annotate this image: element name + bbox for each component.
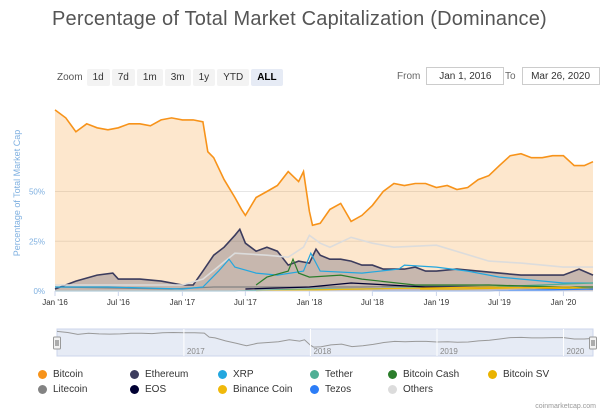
navigator-handle-right[interactable] — [589, 336, 597, 350]
chart-title: Percentage of Total Market Capitalizatio… — [52, 8, 547, 30]
legend-label: XRP — [233, 369, 254, 380]
legend-marker-icon — [218, 385, 227, 394]
legend-label: Bitcoin SV — [503, 369, 550, 380]
series-line-binance-coin[interactable] — [256, 286, 594, 292]
legend-item-tezos[interactable]: Tezos — [310, 384, 351, 395]
zoom-button-ytd[interactable]: YTD — [217, 69, 250, 86]
legend-item-others[interactable]: Others — [388, 384, 433, 395]
to-label: To — [505, 70, 516, 82]
credit-text: coinmarketcap.com — [535, 403, 596, 410]
legend-marker-icon — [130, 385, 139, 394]
x-tick-label: Jul '18 — [361, 298, 384, 307]
legend-marker-icon — [488, 370, 497, 379]
legend-label: Bitcoin — [53, 369, 84, 380]
legend-item-ethereum[interactable]: Ethereum — [130, 369, 188, 380]
legend-item-litecoin[interactable]: Litecoin — [38, 384, 87, 395]
y-axis-label: Percentage of Total Market Cap — [12, 130, 22, 256]
legend-marker-icon — [38, 370, 47, 379]
from-label: From — [397, 70, 421, 82]
y-tick-label: 0% — [33, 287, 45, 296]
series-area-bitcoin — [55, 109, 593, 292]
x-tick-label: Jan '16 — [42, 298, 68, 307]
legend-marker-icon — [130, 370, 139, 379]
y-tick-label: 25% — [29, 237, 45, 246]
range-to: To — [505, 67, 600, 85]
navigator-label: 2018 — [313, 347, 331, 356]
series-area-ethereum — [55, 229, 593, 291]
legend-item-bitcoin-sv[interactable]: Bitcoin SV — [488, 369, 549, 380]
x-tick-label: Jan '18 — [297, 298, 323, 307]
legend-label: Binance Coin — [233, 384, 293, 395]
zoom-label: Zoom — [57, 72, 83, 83]
navigator-series — [56, 330, 594, 348]
navigator-handle-left[interactable] — [53, 336, 61, 350]
zoom-button-1m[interactable]: 1m — [136, 69, 163, 86]
series-line-bitcoin[interactable] — [54, 109, 594, 227]
x-tick-label: Jul '19 — [488, 298, 511, 307]
legend-label: Others — [403, 384, 434, 395]
legend-marker-icon — [310, 370, 319, 379]
to-date-input[interactable] — [521, 67, 600, 85]
filled-series — [54, 109, 594, 292]
legend-label: Litecoin — [53, 384, 88, 395]
zoom-bar: Zoom 1d 7d 1m 3m 1y YTD ALL — [57, 69, 285, 86]
x-axis: Jan '16 Jul '16 Jan '17 Jul '17 Jan '18 Jul '… — [42, 290, 593, 307]
x-tick-label: Jul '16 — [107, 298, 130, 307]
series-line-bitcoin-cash[interactable] — [255, 257, 593, 288]
legend-marker-icon — [388, 385, 397, 394]
zoom-button-1d[interactable]: 1d — [86, 69, 110, 86]
navigator-label: 2017 — [187, 347, 205, 356]
x-tick-label: Jan '17 — [170, 298, 196, 307]
dominance-chart[interactable]: 0%25%50% Jan '16 Jul '16 Jan '17 Jul '17 Jan… — [0, 0, 600, 370]
zoom-button-7d[interactable]: 7d — [111, 69, 135, 86]
series-line-others[interactable] — [55, 234, 593, 286]
legend-label: Ethereum — [145, 369, 189, 380]
legend-label: EOS — [145, 384, 167, 395]
navigator-label: 2019 — [440, 347, 458, 356]
from-date-input[interactable] — [426, 67, 505, 85]
legend-item-tether[interactable]: Tether — [310, 369, 353, 380]
legend-item-binance-coin[interactable]: Binance Coin — [218, 384, 292, 395]
legend-item-bitcoin-cash[interactable]: Bitcoin Cash — [388, 369, 459, 380]
range-from: From — [397, 67, 505, 85]
x-tick-label: Jul '17 — [234, 298, 257, 307]
legend-label: Tezos — [325, 384, 352, 395]
x-tick-label: Jan '20 — [551, 298, 577, 307]
y-axis: 0% 25% 50% — [29, 188, 45, 297]
y-tick-label: 50% — [29, 188, 45, 197]
legend-item-bitcoin[interactable]: Bitcoin — [38, 369, 83, 380]
legend-marker-icon — [388, 370, 397, 379]
legend-item-xrp[interactable]: XRP — [218, 369, 254, 380]
series-line-xrp[interactable] — [55, 251, 593, 290]
navigator-label: 2020 — [567, 347, 585, 356]
zoom-buttons: 1d 7d 1m 3m 1y YTD ALL — [86, 69, 285, 86]
zoom-button-all[interactable]: ALL — [251, 69, 283, 86]
x-tick-label: Jan '19 — [424, 298, 450, 307]
zoom-button-1y[interactable]: 1y — [192, 69, 216, 86]
legend-label: Tether — [325, 369, 353, 380]
legend-marker-icon — [218, 370, 227, 379]
legend-marker-icon — [310, 385, 319, 394]
legend-item-eos[interactable]: EOS — [130, 384, 166, 395]
legend-label: Bitcoin Cash — [403, 369, 460, 380]
navigator[interactable]: 2017 2018 2019 2020 — [53, 328, 597, 357]
legend-marker-icon — [38, 385, 47, 394]
zoom-button-3m[interactable]: 3m — [164, 69, 191, 86]
